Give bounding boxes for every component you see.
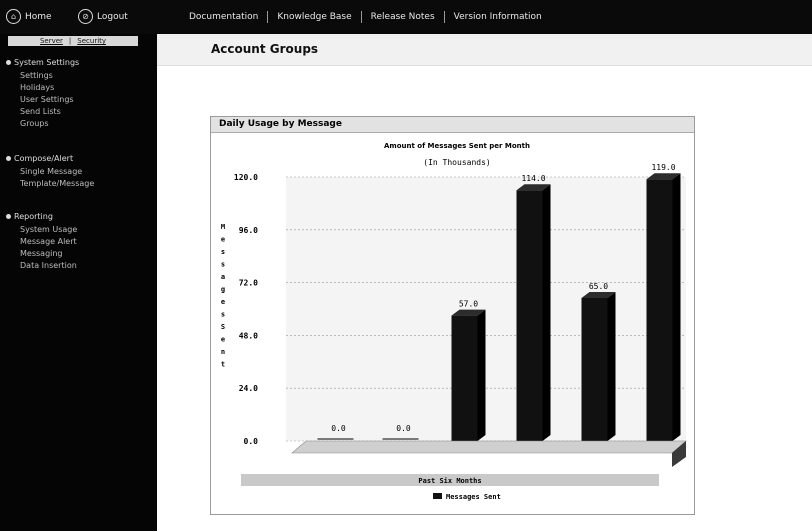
bullet-icon <box>6 60 11 65</box>
bar-side <box>672 173 681 441</box>
sidebar-group-reporting[interactable]: Reporting <box>6 212 53 221</box>
y-tick-label: 48.0 <box>239 331 258 340</box>
y-axis-label-char: s <box>221 261 225 269</box>
y-axis-label-char: M <box>221 223 225 231</box>
chart-panel: Daily Usage by Message Amount of Message… <box>210 116 695 515</box>
sidebar-item-settings[interactable]: Settings <box>20 71 53 80</box>
home-button[interactable]: ⌂ Home <box>6 9 52 24</box>
sidebar-item-messaging[interactable]: Messaging <box>20 249 63 258</box>
tab-security[interactable]: Security <box>77 37 107 45</box>
home-icon: ⌂ <box>6 9 21 24</box>
floor-slab <box>291 440 687 454</box>
logout-label: Logout <box>97 11 128 22</box>
data-label: 119.0 <box>651 163 675 172</box>
bar-side <box>477 309 486 441</box>
legend-label: Messages Sent <box>446 493 501 501</box>
sidebar-item-user-settings[interactable]: User Settings <box>20 95 74 104</box>
y-axis-label-char: e <box>221 336 225 344</box>
y-tick-layer: 0.0 24.0 48.0 72.0 96.0 120.0 <box>234 173 258 446</box>
chart-panel-title: Daily Usage by Message <box>219 119 342 129</box>
sidebar-group-compose-alert[interactable]: Compose/Alert <box>6 154 73 163</box>
y-axis-label-char: s <box>221 248 225 256</box>
data-label: 57.0 <box>459 300 478 309</box>
sidebar-item-single-message[interactable]: Single Message <box>20 167 83 176</box>
logout-icon: ⊘ <box>78 9 93 24</box>
logout-button[interactable]: ⊘ Logout <box>78 9 128 24</box>
sidebar-item-holidays[interactable]: Holidays <box>20 83 55 92</box>
sidebar-tabs: Server | Security <box>8 36 138 46</box>
sidebar: Server | Security System Settings Settin… <box>0 34 157 531</box>
bullet-icon <box>6 156 11 161</box>
legend-swatch <box>433 493 442 499</box>
sidebar-group-label: Compose/Alert <box>14 154 74 163</box>
x-axis-title: Past Six Months <box>418 477 481 485</box>
y-axis-label-char: a <box>221 273 225 281</box>
top-navigation: Documentation Knowledge Base Release Not… <box>180 11 551 23</box>
tab-server[interactable]: Server <box>39 37 63 45</box>
bar <box>451 315 478 441</box>
sidebar-group-system-settings[interactable]: System Settings <box>6 58 79 67</box>
sidebar-group-label: System Settings <box>14 58 80 67</box>
y-tick-label: 96.0 <box>239 226 258 235</box>
nav-separator <box>267 11 269 23</box>
y-tick-label: 24.0 <box>239 384 258 393</box>
nav-separator <box>360 11 362 23</box>
sidebar-item-system-usage[interactable]: System Usage <box>20 225 78 234</box>
top-bar: ⌂ Home ⊘ Logout Documentation Knowledge … <box>0 0 812 34</box>
nav-version-information[interactable]: Version Information <box>453 12 542 22</box>
bar <box>581 298 608 441</box>
data-label: 0.0 <box>331 424 346 433</box>
sidebar-item-data-insertion[interactable]: Data Insertion <box>20 261 77 270</box>
chart-subtitle: (In Thousands) <box>423 158 490 167</box>
sidebar-item-send-lists[interactable]: Send Lists <box>20 107 61 116</box>
data-label: 0.0 <box>396 424 411 433</box>
bullet-icon <box>6 214 11 219</box>
x-axis-title-band <box>241 474 659 486</box>
sidebar-item-template-message[interactable]: Template/Message <box>20 179 95 188</box>
chart-title: Amount of Messages Sent per Month <box>384 142 530 150</box>
y-axis-label-char: g <box>221 286 225 294</box>
data-label: 65.0 <box>589 282 608 291</box>
floor-slab-side <box>672 441 686 467</box>
bar <box>646 179 673 441</box>
chart-legend: Messages Sent <box>433 493 501 501</box>
bar-layer: 0.0Oct0.0Nov57.0Dec114.0Jan65.0Feb119.0M… <box>317 163 681 452</box>
bar-top <box>581 292 616 298</box>
nav-documentation[interactable]: Documentation <box>189 12 259 22</box>
page-title: Account Groups <box>211 42 319 56</box>
data-label: 114.0 <box>521 174 545 183</box>
tab-separator: | <box>68 37 72 45</box>
nav-release-notes[interactable]: Release Notes <box>370 12 435 22</box>
plot-area <box>286 177 686 441</box>
chart-floor: Past Six Months <box>241 440 687 486</box>
bar <box>516 190 543 441</box>
bar-side <box>542 184 551 441</box>
sidebar-item-message-alert[interactable]: Message Alert <box>20 237 77 246</box>
y-tick-label: 0.0 <box>244 437 259 446</box>
grid-layer <box>286 176 686 442</box>
y-axis-label-char: e <box>221 298 225 306</box>
chart-panel-header: Daily Usage by Message <box>211 117 694 133</box>
nav-separator <box>443 11 445 23</box>
home-label: Home <box>25 11 52 22</box>
bar-top <box>451 309 486 316</box>
sidebar-item-groups[interactable]: Groups <box>20 119 49 128</box>
y-axis-label-char: n <box>221 348 225 356</box>
y-axis-label-char: s <box>221 311 225 319</box>
y-axis-label-char: e <box>221 236 225 244</box>
y-axis-label-char: t <box>221 361 225 369</box>
bar-top <box>516 184 551 191</box>
sidebar-group-label: Reporting <box>14 212 53 221</box>
page-header: Account Groups <box>157 34 812 66</box>
bar-chart: Amount of Messages Sent per Month (In Th… <box>221 142 687 501</box>
bar-side <box>607 292 616 441</box>
bar-top <box>646 173 681 180</box>
y-tick-label: 120.0 <box>234 173 258 182</box>
y-tick-label: 72.0 <box>239 279 258 288</box>
y-axis-label-char: S <box>221 323 225 331</box>
nav-knowledge-base[interactable]: Knowledge Base <box>277 12 352 22</box>
